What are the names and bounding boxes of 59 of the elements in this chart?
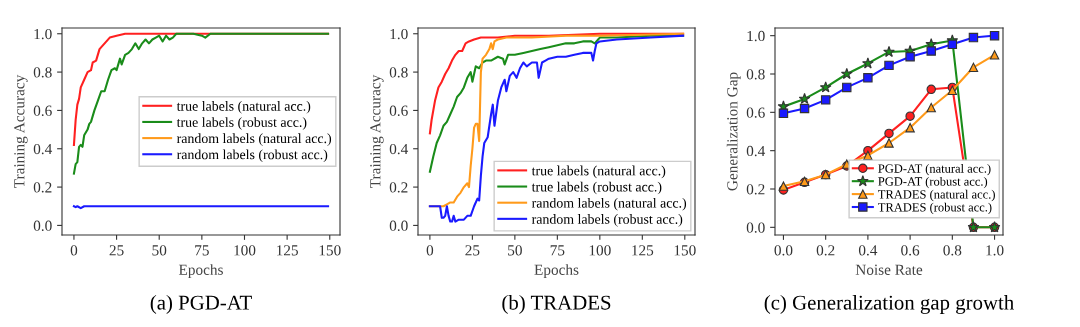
x-tick-label: 1.0 xyxy=(986,245,1004,256)
legend-label: true labels (robust acc.) xyxy=(176,117,307,130)
x-tick-label: 0.4 xyxy=(858,245,878,256)
y-axis-title: Generalization Gap xyxy=(726,72,741,191)
x-tick-label: 0.6 xyxy=(901,245,920,256)
legend-label: random labels (robust acc.) xyxy=(531,214,683,227)
y-tick-label: 0.6 xyxy=(33,105,52,116)
x-tick-label: 25 xyxy=(465,245,480,256)
x-axis-title: Noise Rate xyxy=(855,264,923,275)
y-tick-label: 1.0 xyxy=(390,28,408,40)
y-tick-label: 0.2 xyxy=(33,182,52,193)
x-tick-label: 0.2 xyxy=(816,245,835,256)
y-tick-label: 0.8 xyxy=(389,67,408,78)
y-tick-label: 0.0 xyxy=(33,220,52,231)
legend-label: true labels (natural acc.) xyxy=(176,101,311,114)
y-tick-label: 0.6 xyxy=(746,107,765,118)
y-tick-label: 0.2 xyxy=(746,184,765,195)
y-tick-label: 0.8 xyxy=(33,67,52,78)
x-tick-label: 0 xyxy=(70,245,78,256)
x-tick-label: 150 xyxy=(674,245,696,256)
y-tick-label: 0.8 xyxy=(746,69,765,80)
x-tick-label: 0.0 xyxy=(774,245,793,256)
x-axis-title: Epochs xyxy=(534,264,579,278)
legend-label: PGD-AT (natural acc.) xyxy=(878,163,991,176)
x-axis-title: Epochs xyxy=(178,264,223,278)
x-tick-label: 50 xyxy=(152,245,167,256)
x-tick-label: 125 xyxy=(632,245,654,256)
text: (b) TRADES xyxy=(502,295,611,314)
text: (a) PGD-AT xyxy=(150,295,252,314)
y-tick-label: 1.0 xyxy=(747,30,765,42)
x-tick-label: 75 xyxy=(195,245,209,256)
y-axis-title: Training Accuracy xyxy=(14,74,28,189)
legend-label: random labels (robust acc.) xyxy=(176,149,328,163)
legend-label: TRADES (natural acc.) xyxy=(878,189,995,202)
legend-label: PGD-AT (robust acc.) xyxy=(878,176,988,189)
y-tick-label: 0.4 xyxy=(389,143,409,155)
y-tick-label: 0.4 xyxy=(746,145,766,157)
x-tick-label: 100 xyxy=(589,245,611,256)
y-tick-label: 0.2 xyxy=(389,182,408,193)
x-tick-label: 100 xyxy=(234,245,256,256)
y-axis-title: Training Accuracy xyxy=(370,74,384,189)
y-tick-label: 0.4 xyxy=(33,143,53,155)
y-tick-label: 1.0 xyxy=(34,28,52,40)
x-tick-label: 25 xyxy=(109,245,124,256)
x-tick-label: 150 xyxy=(319,245,341,256)
y-tick-label: 0.6 xyxy=(389,105,408,116)
x-tick-label: 0.8 xyxy=(943,245,962,256)
legend-label: random labels (natural acc.) xyxy=(531,197,687,211)
x-tick-label: 50 xyxy=(508,245,522,256)
y-tick-label: 0.0 xyxy=(746,222,765,233)
legend-label: true labels (robust acc.) xyxy=(531,181,662,195)
x-tick-label: 125 xyxy=(277,245,298,256)
legend-label: random labels (natural acc.) xyxy=(176,133,332,146)
y-tick-label: 0.0 xyxy=(389,220,408,231)
legend-label: true labels (natural acc.) xyxy=(531,165,666,179)
x-tick-label: 75 xyxy=(550,245,565,256)
x-tick-label: 0 xyxy=(426,245,434,256)
text: (c) Generalization gap growth xyxy=(764,295,1014,314)
legend-label: TRADES (robust acc.) xyxy=(878,202,992,215)
